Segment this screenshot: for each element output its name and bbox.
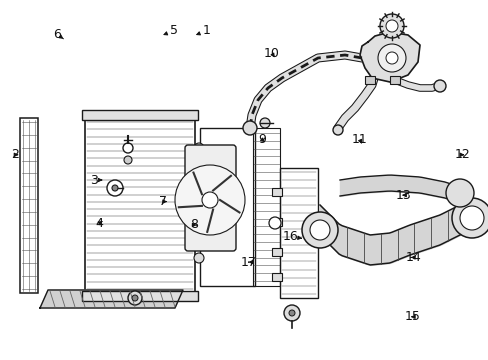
- Text: 8: 8: [189, 219, 197, 231]
- Circle shape: [194, 183, 203, 193]
- Circle shape: [194, 223, 203, 233]
- Circle shape: [385, 52, 397, 64]
- Bar: [271, 273, 282, 281]
- Circle shape: [385, 20, 397, 32]
- Bar: [271, 218, 282, 226]
- Text: 16: 16: [282, 230, 301, 243]
- Circle shape: [433, 80, 445, 92]
- Text: 6: 6: [53, 28, 63, 41]
- Bar: [85, 118, 195, 293]
- Bar: [389, 76, 399, 84]
- Circle shape: [260, 118, 269, 128]
- Circle shape: [288, 310, 294, 316]
- Circle shape: [302, 212, 337, 248]
- Bar: [271, 188, 282, 196]
- Circle shape: [194, 253, 203, 263]
- Circle shape: [309, 220, 329, 240]
- Circle shape: [459, 206, 483, 230]
- Bar: [271, 248, 282, 256]
- Circle shape: [128, 291, 142, 305]
- Polygon shape: [40, 290, 183, 308]
- Polygon shape: [359, 32, 419, 82]
- Text: 5: 5: [163, 24, 178, 37]
- Circle shape: [194, 143, 203, 153]
- Circle shape: [132, 295, 138, 301]
- Text: 4: 4: [95, 217, 103, 230]
- Text: 11: 11: [351, 133, 367, 146]
- Circle shape: [268, 217, 281, 229]
- Circle shape: [445, 179, 473, 207]
- Circle shape: [284, 305, 299, 321]
- Circle shape: [377, 44, 405, 72]
- Bar: [200, 128, 254, 286]
- Text: 17: 17: [240, 256, 256, 269]
- Text: 15: 15: [404, 310, 420, 323]
- Text: 3: 3: [90, 174, 102, 186]
- Text: 12: 12: [454, 148, 469, 161]
- Circle shape: [243, 121, 257, 135]
- Bar: [280, 168, 317, 298]
- Text: 9: 9: [258, 133, 265, 146]
- FancyBboxPatch shape: [184, 145, 236, 251]
- Text: 1: 1: [196, 24, 210, 37]
- Circle shape: [379, 14, 403, 38]
- Text: 13: 13: [395, 189, 411, 202]
- Bar: [20, 118, 38, 293]
- Bar: [82, 291, 198, 301]
- Text: 2: 2: [11, 148, 19, 161]
- Circle shape: [123, 143, 133, 153]
- Bar: [364, 76, 374, 84]
- Circle shape: [332, 125, 342, 135]
- Circle shape: [124, 156, 132, 164]
- Text: 10: 10: [264, 47, 279, 60]
- Bar: [252, 128, 280, 286]
- Circle shape: [107, 180, 123, 196]
- Text: 7: 7: [159, 195, 166, 208]
- Circle shape: [451, 198, 488, 238]
- Bar: [82, 110, 198, 120]
- Circle shape: [175, 165, 244, 235]
- Circle shape: [202, 192, 218, 208]
- Circle shape: [112, 185, 118, 191]
- Text: 14: 14: [405, 251, 421, 264]
